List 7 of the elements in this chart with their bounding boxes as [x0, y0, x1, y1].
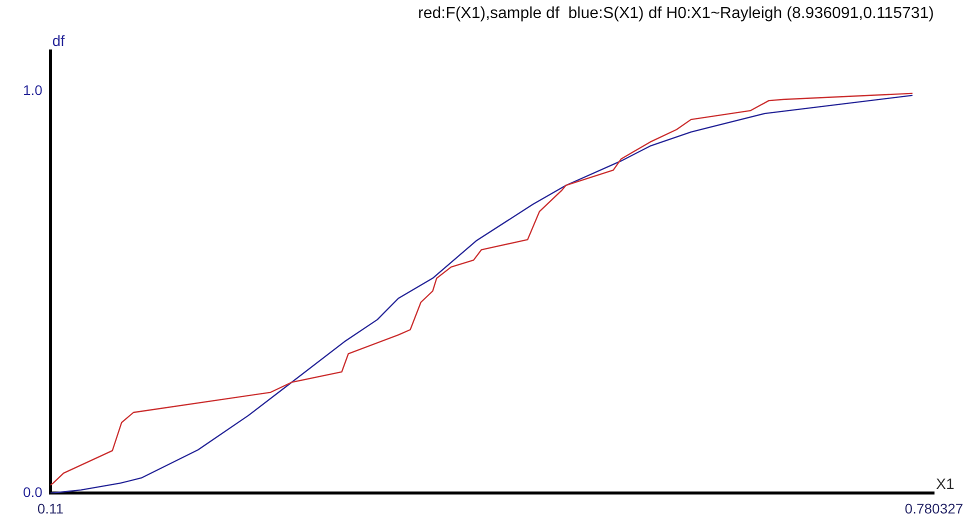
x-axis-title: X1 — [936, 476, 954, 493]
y-tick-label: 1.0 — [22, 82, 43, 98]
y-tick-label: 0.0 — [22, 484, 43, 500]
x-tick-label: 0.780327 — [904, 500, 964, 516]
chart-title: red:F(X1),sample df blue:S(X1) df H0:X1~Rayleigh (8.936091,0.115731) — [418, 5, 934, 22]
y-axis-title: df — [52, 32, 66, 50]
x-tick-label: 0.11 — [37, 500, 64, 516]
